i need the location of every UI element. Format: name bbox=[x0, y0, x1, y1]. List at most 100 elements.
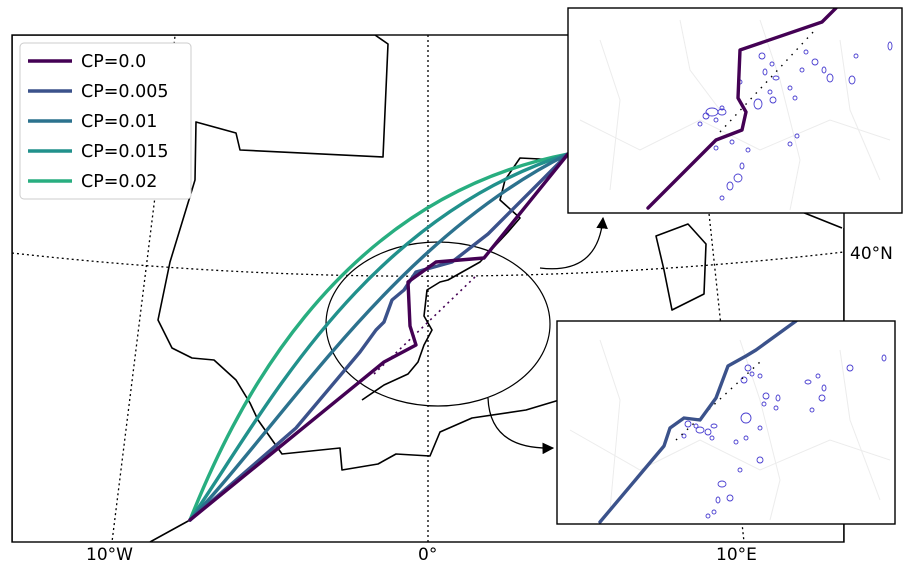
storm-cell bbox=[846, 364, 854, 372]
inset-bottom-frame bbox=[556, 320, 896, 525]
storm-cell bbox=[787, 85, 793, 91]
storm-cell bbox=[740, 412, 752, 424]
storm-cell bbox=[761, 401, 767, 407]
storm-cell bbox=[848, 75, 856, 85]
legend-label-1: CP=0.005 bbox=[81, 82, 169, 102]
storm-cell bbox=[758, 52, 766, 60]
storm-cell bbox=[733, 173, 743, 183]
storm-cell bbox=[803, 49, 809, 55]
route-cp-0.02 bbox=[188, 152, 570, 522]
storm-cell bbox=[705, 513, 711, 519]
storm-cell bbox=[821, 66, 827, 74]
storm-cell bbox=[733, 439, 739, 445]
storm-cell bbox=[726, 494, 734, 502]
graticule-10w bbox=[111, 35, 176, 542]
storm-cell bbox=[853, 53, 859, 59]
inset-top-route bbox=[646, 8, 838, 210]
storm-cell bbox=[713, 117, 719, 123]
storm-cell bbox=[799, 67, 805, 73]
storm-cell bbox=[815, 373, 821, 379]
storm-cell bbox=[693, 423, 699, 429]
label-10w: 10°W bbox=[86, 545, 133, 565]
storm-cell bbox=[887, 41, 893, 51]
storm-cell bbox=[740, 376, 748, 384]
map-frame bbox=[11, 34, 845, 543]
label-40n: 40°N bbox=[850, 244, 893, 264]
storm-cell bbox=[773, 405, 779, 411]
storm-cell bbox=[745, 147, 751, 153]
sardinia-coastline bbox=[655, 223, 707, 311]
storm-cell bbox=[729, 139, 735, 145]
storm-cell bbox=[804, 379, 812, 385]
africa-coastline bbox=[149, 519, 191, 542]
storm-cell bbox=[787, 141, 793, 147]
inset-top-great-circle bbox=[719, 29, 816, 133]
route-cp-0.01 bbox=[188, 152, 570, 522]
storm-cell bbox=[737, 467, 743, 473]
storm-cell bbox=[739, 162, 745, 170]
inset-top-frame bbox=[567, 7, 903, 214]
arrow-to-bottom-inset bbox=[487, 397, 555, 455]
storm-cell bbox=[769, 96, 777, 104]
storm-cell bbox=[767, 89, 773, 95]
storm-cell bbox=[743, 435, 749, 441]
storm-cell bbox=[769, 61, 775, 67]
route-cp-0.015 bbox=[188, 152, 570, 522]
storm-cell bbox=[809, 407, 815, 413]
storm-cell bbox=[744, 364, 752, 372]
spain-east-coastline bbox=[361, 157, 561, 401]
legend-label-3: CP=0.015 bbox=[81, 142, 169, 162]
storm-cell bbox=[821, 384, 827, 392]
storm-cell bbox=[757, 373, 763, 379]
storm-cell bbox=[711, 509, 717, 515]
inset-bottom bbox=[556, 320, 896, 525]
storm-cell bbox=[772, 75, 780, 81]
storm-cell bbox=[881, 354, 887, 362]
storm-cell bbox=[756, 456, 764, 464]
route-cp-0.005 bbox=[188, 152, 570, 522]
storm-cell bbox=[713, 145, 719, 151]
storm-cell bbox=[792, 95, 798, 101]
storm-cell bbox=[704, 428, 712, 436]
storm-cell bbox=[757, 425, 763, 431]
label-0: 0° bbox=[418, 545, 437, 565]
storm-cell bbox=[695, 426, 705, 434]
storm-cell bbox=[681, 433, 687, 439]
storm-cell bbox=[826, 73, 834, 83]
storm-cell bbox=[719, 195, 725, 201]
legend-label-0: CP=0.0 bbox=[81, 52, 146, 72]
inset-top-background bbox=[568, 8, 902, 213]
legend-label-4: CP=0.02 bbox=[81, 172, 157, 192]
graticule-40n bbox=[12, 251, 844, 277]
inset-top bbox=[567, 7, 903, 214]
map-area bbox=[12, 35, 844, 542]
storm-cell bbox=[811, 58, 819, 66]
storm-cell bbox=[697, 121, 703, 127]
route-cp-0.0 bbox=[188, 152, 570, 522]
iberia-coastline bbox=[12, 35, 567, 471]
storm-cell bbox=[775, 394, 781, 402]
storm-cell bbox=[762, 392, 770, 400]
storm-cell bbox=[709, 435, 715, 441]
storm-cell bbox=[794, 133, 800, 139]
storm-cell bbox=[702, 112, 710, 120]
storm-cell bbox=[762, 68, 768, 76]
inset-bottom-route bbox=[598, 321, 798, 524]
storm-cell bbox=[710, 423, 718, 429]
arrow-to-top-inset bbox=[539, 216, 608, 270]
storm-cell bbox=[726, 181, 734, 191]
storm-cell bbox=[715, 496, 721, 504]
legend-box bbox=[19, 42, 192, 200]
label-10e: 10°E bbox=[716, 545, 757, 565]
storm-cell bbox=[749, 371, 755, 377]
storm-cell bbox=[684, 420, 692, 428]
storm-cell bbox=[717, 108, 727, 116]
storm-cell bbox=[717, 480, 727, 488]
storm-cell bbox=[818, 394, 826, 402]
legend-label-2: CP=0.01 bbox=[81, 112, 157, 132]
legend: CP=0.0 CP=0.005 CP=0.01 CP=0.015 CP=0.02 bbox=[19, 42, 192, 200]
storm-cell bbox=[753, 98, 763, 110]
inset-bottom-background bbox=[557, 321, 895, 524]
storm-cell bbox=[719, 105, 725, 111]
